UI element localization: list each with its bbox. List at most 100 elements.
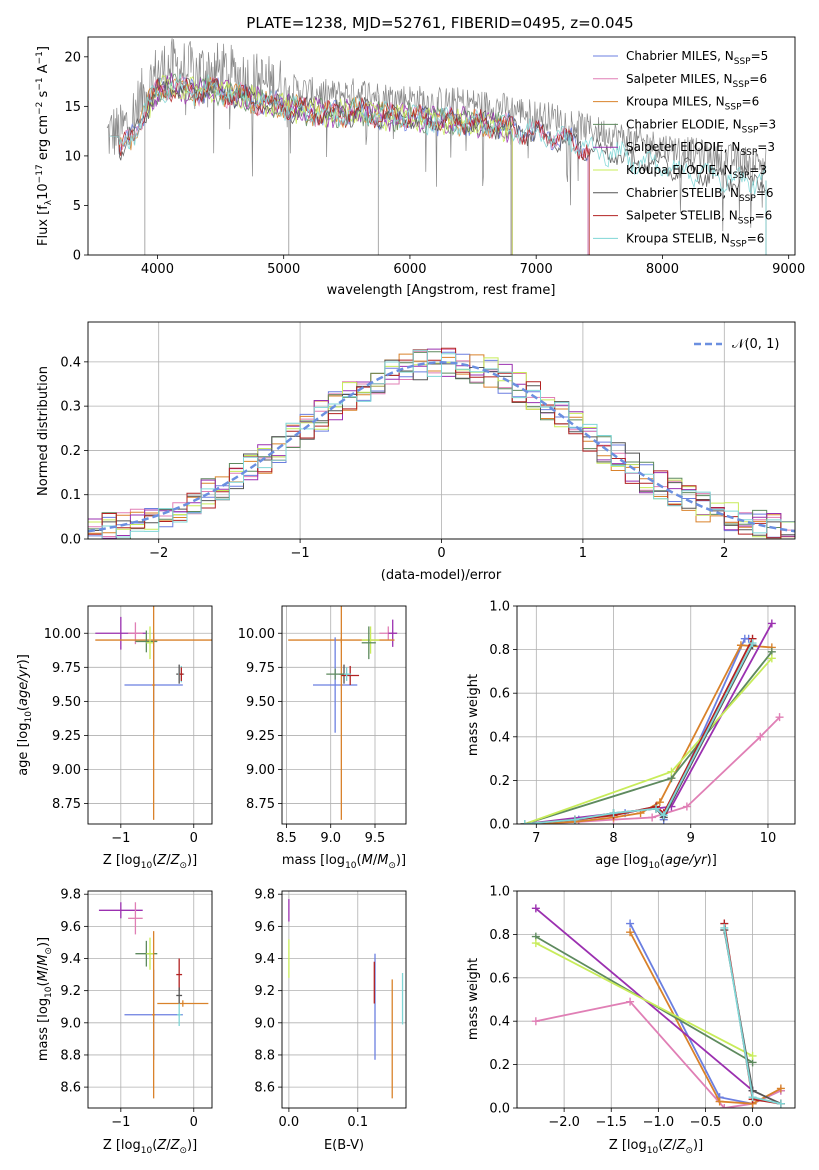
series-marker-salpeter_miles: [775, 713, 784, 722]
tick-label-x: 8: [609, 831, 617, 846]
tick-label-x: −0.5: [690, 1115, 722, 1130]
series-marker-kroupa_miles: [655, 798, 664, 807]
tick-label-x: −1.0: [643, 1115, 675, 1130]
series-marker-kroupa_stelib: [520, 820, 529, 824]
legend-label-chabrier_miles: Chabrier MILES, NSSP=5: [626, 49, 768, 67]
label-segment: Z: [156, 853, 167, 868]
tick-label-x: 0.0: [279, 1115, 300, 1130]
label-segment: ⊙: [685, 1146, 693, 1156]
label-segment: (: [36, 981, 51, 986]
plot-area: [288, 606, 398, 820]
label-segment: Z: [676, 1138, 687, 1153]
label-segment: Z: [156, 1138, 167, 1153]
axes-mass_vs_Z: −1 0 8.6 8.8 9.0 9.2 9.4 9.6 9.8: [60, 888, 213, 1130]
tick-label-y: 0.0: [489, 818, 510, 833]
tick-label-y: 0.0: [60, 533, 81, 548]
label-segment: SSP: [739, 194, 756, 204]
legend-label-salpeter_elodie: Salpeter ELODIE, NSSP=3: [626, 140, 775, 158]
label-segment: Chabrier ELODIE, N: [626, 117, 742, 131]
tick-label-x: 7000: [520, 262, 553, 277]
tick-label-x: 4000: [141, 262, 174, 277]
tick-label-y: 20: [64, 50, 81, 65]
y-axis-label: age [log10(age/yr)]: [16, 654, 34, 776]
series-marker-kroupa_stelib: [748, 639, 757, 648]
label-segment: SSP: [734, 57, 751, 67]
legend-label-kroupa_elodie: Kroupa ELODIE, NSSP=3: [626, 163, 767, 181]
normal-curve: [88, 361, 795, 533]
label-segment: M: [362, 853, 373, 868]
axes-age_vs_Z: −1 0 8.75 9.00 9.25 9.50 9.75 10.00: [44, 605, 213, 846]
y-axis-label: mass weight: [466, 674, 481, 756]
label-segment: ⊙: [388, 861, 396, 871]
axes-mass_vs_ebv: 0.0 0.1 8.6 8.8 9.0 9.2 9.4 9.6 9.8: [254, 888, 407, 1130]
label-segment: A: [36, 64, 51, 77]
label-segment: 10: [44, 986, 54, 998]
axes-frame: [516, 605, 796, 825]
label-segment: 10: [36, 183, 51, 200]
label-segment: mass [log: [36, 998, 51, 1061]
label-segment: =3: [749, 163, 767, 177]
tick-label-y: 9.6: [60, 920, 81, 935]
tick-label-x: −1.5: [595, 1115, 627, 1130]
tick-label-y: 0.2: [489, 774, 510, 789]
label-segment: Z [log: [103, 853, 141, 868]
axes-frame: [87, 321, 796, 540]
tick-label-x: −1: [111, 1115, 130, 1130]
label-segment: M: [36, 970, 51, 981]
label-segment: )]: [187, 853, 197, 868]
legend-label-kroupa_miles: Kroupa MILES, NSSP=6: [626, 95, 759, 113]
tick-label-x: 0.1: [347, 1115, 368, 1130]
x-axis-label: Z [log10(Z/Z⊙)]: [103, 1138, 197, 1156]
tick-label-y: 8.6: [254, 1081, 275, 1096]
tick-label-x: 9: [687, 831, 695, 846]
label-segment: −1: [35, 77, 45, 90]
label-segment: −2: [35, 102, 45, 115]
tick-label-x: 0: [190, 831, 198, 846]
legend-label-chabrier_elodie: Chabrier ELODIE, NSSP=3: [626, 117, 776, 135]
series-marker-kroupa_miles: [776, 1084, 785, 1093]
histogram-kroupa_stelib: [88, 349, 795, 539]
tick-label-y: 8.75: [52, 797, 81, 812]
tick-label-y: 9.00: [52, 763, 81, 778]
label-segment: /: [166, 1138, 171, 1153]
tick-label-y: 9.8: [254, 888, 275, 903]
tick-label-y: 0.4: [489, 730, 510, 745]
x-axis-label: mass [log10(M/M⊙)]: [282, 853, 406, 871]
label-segment: M: [377, 853, 388, 868]
label-segment: 𝒩: [732, 337, 747, 352]
label-segment: erg cm: [36, 115, 51, 164]
label-segment: age/yr: [665, 853, 708, 868]
legend-label-chabrier_stelib: Chabrier STELIB, NSSP=6: [626, 186, 774, 204]
label-segment: Z [log: [609, 1138, 647, 1153]
tick-label-y: 8.8: [254, 1048, 275, 1063]
label-segment: mass [log: [282, 853, 345, 868]
tick-label-y: 9.25: [52, 729, 81, 744]
label-segment: 10: [141, 861, 153, 871]
label-segment: (: [357, 853, 362, 868]
tick-label-y: 5: [73, 199, 81, 214]
model-spectrum-salpeter_elodie: [147, 72, 513, 143]
series-marker-salpeter_miles: [626, 997, 635, 1006]
label-segment: Kroupa ELODIE, N: [626, 163, 733, 177]
label-segment: =3: [757, 140, 775, 154]
tick-label-y: 0.6: [489, 971, 510, 986]
tick-label-y: 10.00: [238, 627, 275, 642]
tick-label-x: 5000: [267, 262, 300, 277]
label-segment: /: [672, 1138, 677, 1153]
label-segment: SSP: [725, 103, 742, 113]
x-axis-label: wavelength [Angstrom, rest frame]: [327, 283, 556, 298]
plot-area: [88, 347, 795, 539]
label-segment: Kroupa MILES, N: [626, 95, 725, 109]
tick-label-x: −1: [291, 546, 310, 561]
label-segment: SSP: [742, 125, 759, 135]
tick-label-y: 9.75: [52, 661, 81, 676]
label-segment: (: [660, 853, 665, 868]
tick-label-x: 9.5: [365, 831, 386, 846]
label-segment: /: [36, 965, 51, 970]
label-segment: Z [log: [103, 1138, 141, 1153]
label-segment: SSP: [733, 171, 750, 181]
plot-area: [98, 902, 209, 1099]
tick-label-y: 9.6: [254, 920, 275, 935]
label-segment: ⊙: [179, 861, 187, 871]
